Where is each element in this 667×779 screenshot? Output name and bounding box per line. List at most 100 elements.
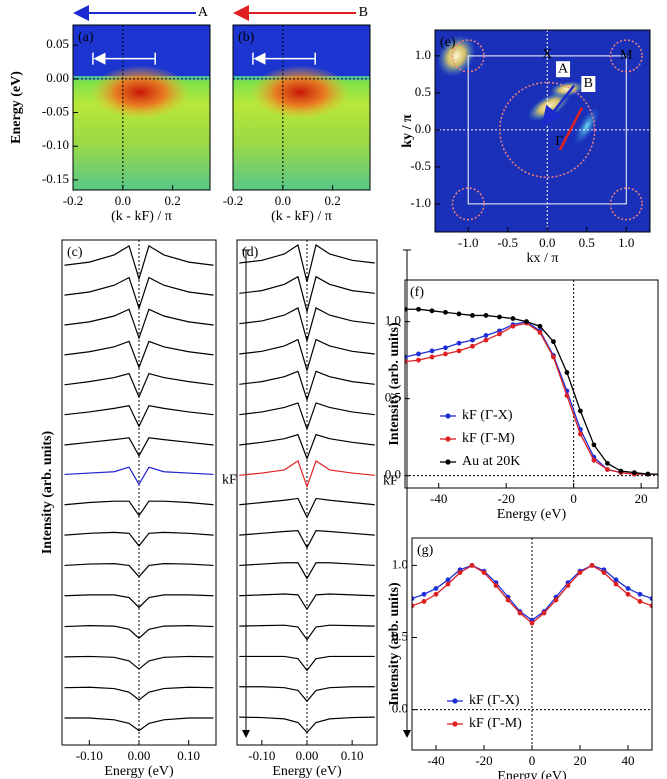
data-point [510, 316, 516, 321]
x-tick-label: 1.0 [618, 235, 634, 250]
legend-marker [445, 413, 451, 419]
x-axis-label: Energy (eV) [272, 764, 342, 779]
data-point [564, 370, 570, 375]
plot-area [405, 280, 664, 488]
y-tick-label: -0.5 [410, 158, 431, 173]
edc-curve [64, 500, 214, 517]
symmetry-point: Γ [555, 134, 563, 149]
data-point [497, 314, 502, 320]
intensity-blob [549, 81, 585, 98]
data-point [659, 472, 664, 477]
data-point [613, 577, 619, 583]
data-point [429, 348, 435, 354]
pocket-circle [609, 39, 643, 73]
y-tick-label: 0.0 [392, 701, 408, 716]
x-tick-label: -1.0 [458, 235, 479, 250]
y-tick-label: -0.10 [42, 137, 69, 152]
cut-b [558, 107, 584, 151]
x-tick-label: -20 [475, 753, 492, 768]
x-tick-label: 0.0 [115, 193, 131, 208]
edc-curve [64, 276, 214, 311]
data-point [649, 603, 652, 609]
x-tick-label: 0.2 [325, 193, 341, 208]
edc-curve [239, 686, 375, 703]
edc-curve [239, 624, 375, 641]
edc-curve [239, 716, 375, 734]
y-tick-label: -0.05 [42, 104, 69, 119]
pocket-circle [609, 187, 643, 221]
data-point [645, 471, 651, 477]
legend-marker [452, 698, 458, 704]
data-point [445, 581, 451, 587]
data-point [591, 457, 597, 463]
y-tick-label: 0.05 [46, 36, 69, 51]
data-point [637, 591, 643, 597]
edc-curve [239, 338, 375, 373]
data-point [631, 470, 637, 475]
cut-label: B [359, 5, 368, 20]
x-tick-label: 0 [570, 491, 577, 506]
edc-curve [64, 372, 214, 399]
data-point [405, 354, 408, 360]
data-point [412, 596, 415, 601]
data-point [541, 610, 547, 616]
symmetry-point: X [542, 47, 552, 62]
data-point [649, 596, 652, 601]
data-point [551, 354, 556, 360]
data-point [659, 472, 664, 477]
edc-curve [64, 437, 214, 458]
edc-curve [64, 686, 214, 701]
data-point [529, 620, 535, 626]
y-tick-label: 0.5 [392, 628, 408, 643]
cut-label-box [556, 61, 571, 78]
data-point [456, 311, 462, 317]
data-point [469, 563, 475, 568]
intensity-blob [437, 35, 476, 77]
edc-curve [239, 402, 375, 431]
x-tick-label: 0.5 [579, 235, 595, 250]
panel-label: (g) [417, 543, 434, 558]
data-point [637, 599, 643, 604]
x-tick-label: -40 [427, 753, 444, 768]
data-point [443, 309, 448, 315]
kf-label: kF [222, 473, 237, 488]
data-point [505, 597, 511, 603]
data-point [589, 563, 595, 568]
edc-curve [64, 466, 214, 486]
x-tick-label: -0.10 [248, 748, 275, 763]
data-point [456, 340, 462, 346]
legend-label: kF (Γ-M) [462, 431, 515, 446]
x-tick-label: 0.00 [296, 748, 319, 763]
y-axis-label: Energy (eV) [9, 71, 24, 144]
data-point [429, 354, 435, 360]
data-point [416, 306, 421, 312]
data-point [613, 581, 619, 587]
y-tick-label: 1.0 [415, 47, 431, 62]
y-axis-label: Intensity (arb. units) [40, 431, 55, 555]
edc-curve [239, 460, 375, 489]
data-point [421, 599, 427, 604]
edc-curve [64, 531, 214, 547]
legend-label: kF (Γ-X) [462, 408, 513, 423]
legend-marker [452, 721, 458, 727]
plot-area [435, 30, 650, 232]
data-point [578, 431, 583, 437]
data-point [457, 570, 463, 576]
x-tick-label: -40 [430, 491, 447, 506]
data-point [578, 408, 583, 414]
data-point [416, 351, 421, 357]
data-point [625, 586, 631, 591]
spectral-hot [90, 65, 191, 120]
spectral-hot [250, 65, 351, 120]
edc-curve [64, 244, 214, 281]
edc-curve [239, 497, 375, 519]
edc-curve [239, 275, 375, 314]
x-axis-label: Energy (eV) [497, 769, 567, 779]
cut-label: A [198, 5, 209, 20]
data-point [659, 472, 664, 477]
series-line [405, 320, 658, 475]
data-point [470, 337, 475, 343]
x-tick-label: 0.10 [177, 748, 200, 763]
pocket-circle [499, 81, 596, 179]
